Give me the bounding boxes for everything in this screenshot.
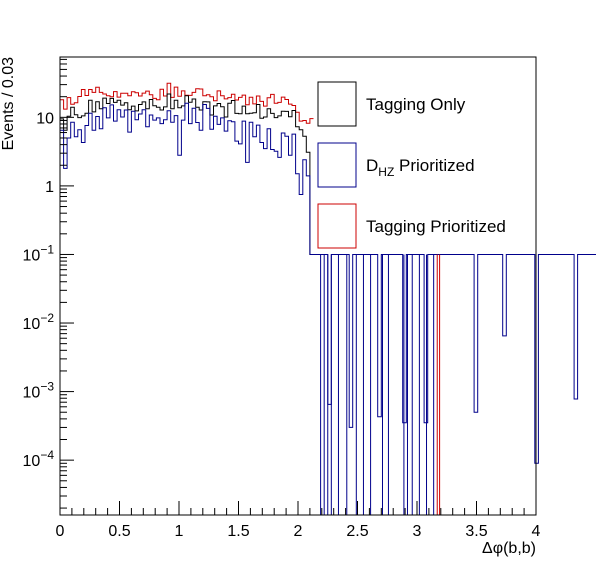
x-tick-label: 3 [413,523,422,540]
axis-layer: 0 0.5 1 1.5 2 2.5 3 3.5 4 10−4 10−3 10−2 10−1 1 10 [23,58,541,540]
legend-label: DHZ Prioritized [366,156,475,179]
legend-swatch [317,203,357,249]
y-tick-label: 10−3 [23,380,55,402]
series-tagging-prioritized-histogram [60,82,314,124]
legend-label: Tagging Prioritized [366,217,506,236]
y-tick-label: 10−4 [23,448,55,470]
y-tick-label: 10−2 [23,311,55,333]
legend: Tagging Only DHZ Prioritized Tagging Prior… [317,81,506,249]
series-d-hz-histogram [60,102,596,464]
x-tick-label: 1.5 [227,523,249,540]
x-tick-label: 1 [175,523,184,540]
y-tick-label: 10−1 [23,242,55,264]
x-tick-label: 0.5 [108,523,130,540]
x-tick-label: 4 [532,523,541,540]
x-tick-label: 0 [56,523,65,540]
legend-label: Tagging Only [366,95,466,114]
series-layer [60,82,596,515]
y-tick-label: 10 [36,110,54,127]
legend-swatch [317,142,357,188]
series-tagging-only-histogram [60,93,314,255]
y-tick-label: 1 [45,179,54,196]
legend-swatch [317,81,357,127]
y-axis-title: Events / 0.03 [0,57,17,150]
x-tick-label: 3.5 [465,523,487,540]
x-tick-label: 2.5 [346,523,368,540]
x-tick-label: 2 [294,523,303,540]
x-axis-title: Δφ(b,b) [482,540,536,557]
